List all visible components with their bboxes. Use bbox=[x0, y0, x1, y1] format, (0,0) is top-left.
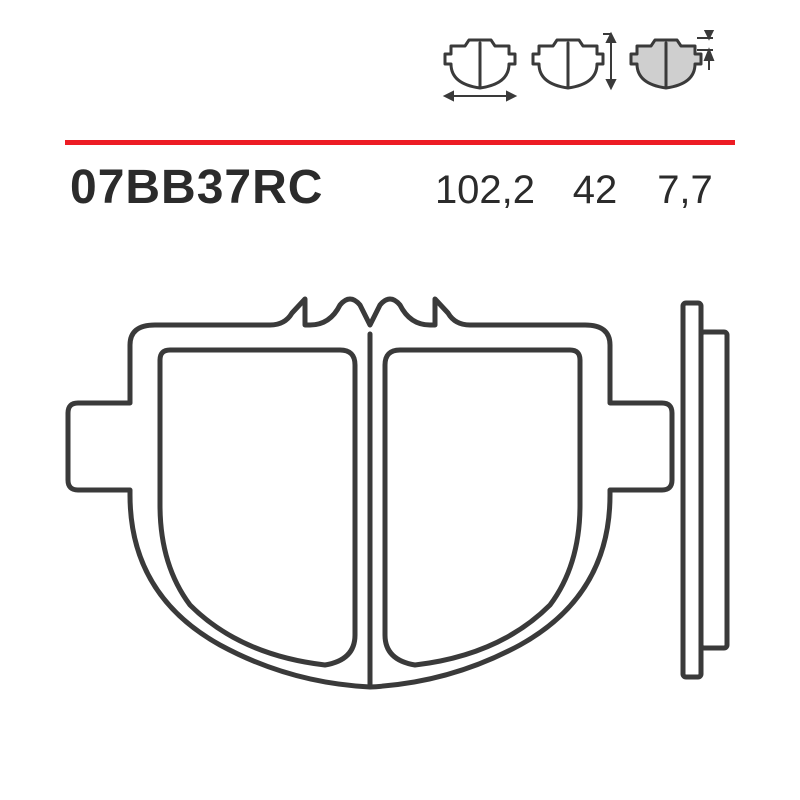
dimension-icons-row bbox=[441, 30, 715, 102]
divider-line bbox=[65, 140, 735, 145]
height-value: 42 bbox=[560, 168, 630, 213]
thickness-value: 7,7 bbox=[650, 168, 720, 213]
width-dimension-icon bbox=[441, 30, 519, 102]
height-dimension-icon bbox=[529, 30, 617, 102]
header-row bbox=[0, 30, 800, 130]
thickness-dimension-icon bbox=[627, 30, 715, 102]
brake-pad-front-view bbox=[60, 295, 680, 695]
width-value: 102,2 bbox=[430, 168, 540, 213]
spec-sheet: 07BB37RC 102,2 42 7,7 bbox=[0, 0, 800, 800]
brake-pad-side-view bbox=[680, 300, 735, 680]
product-code: 07BB37RC bbox=[70, 160, 323, 215]
